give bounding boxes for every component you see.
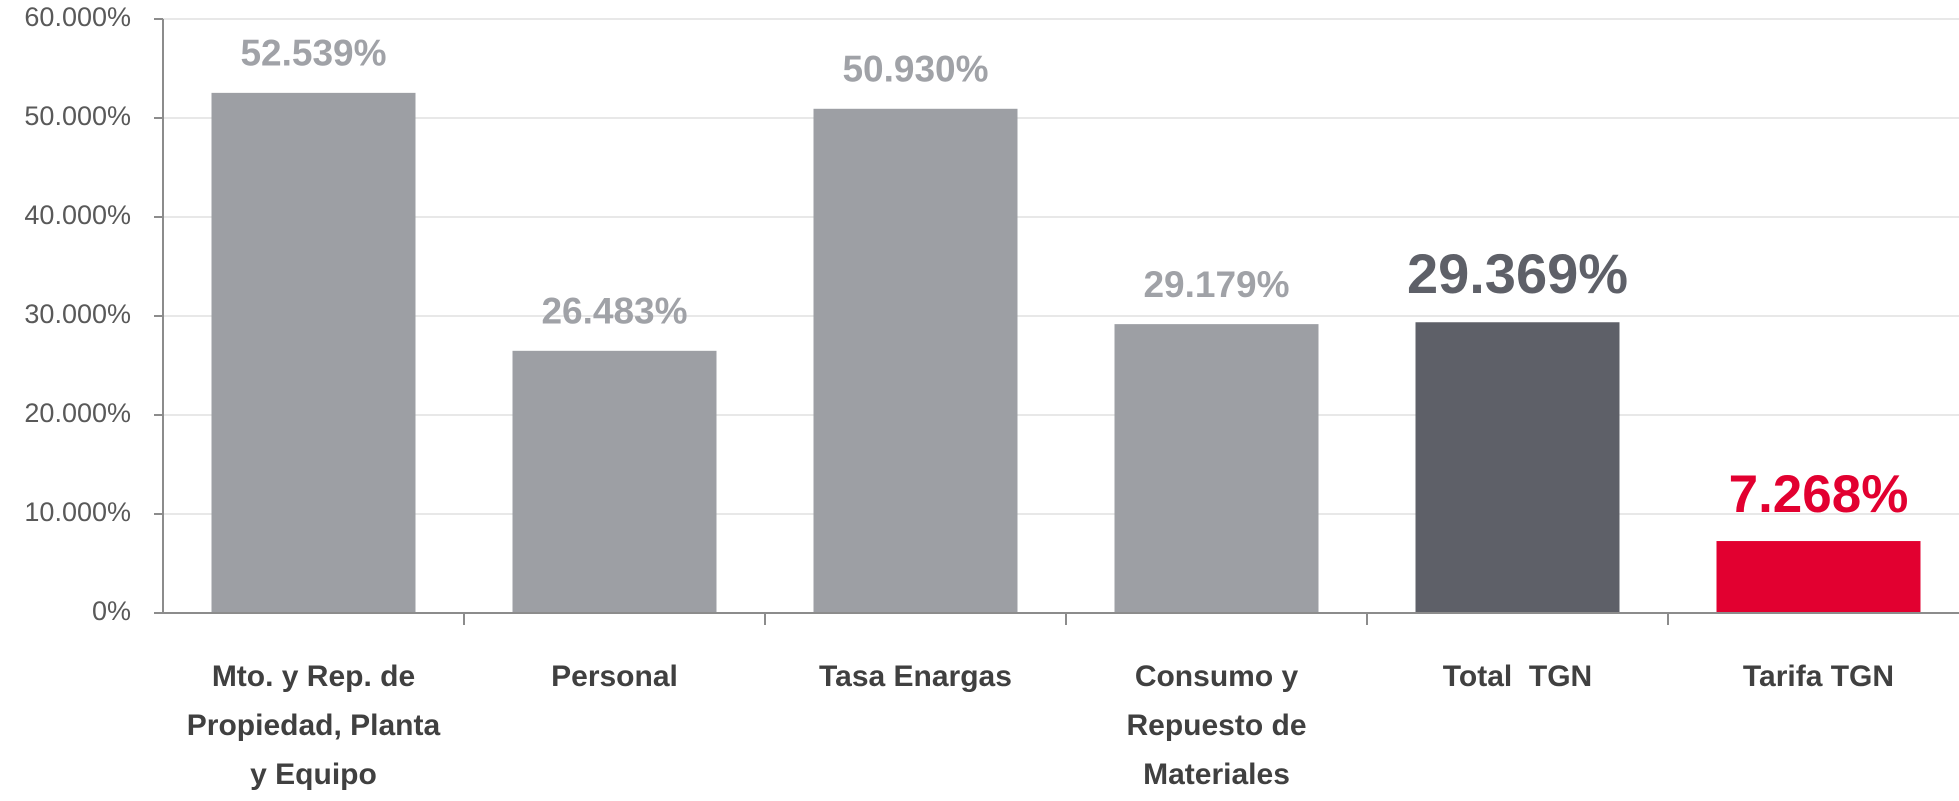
bar <box>211 92 416 614</box>
x-tick-label-line: Repuesto de <box>1126 709 1306 742</box>
value-label: 29.369% <box>1407 242 1628 305</box>
bar <box>1114 324 1319 613</box>
value-label: 50.930% <box>842 49 988 90</box>
y-tick-label: 40.000% <box>24 200 131 230</box>
x-tick-label-line: Total TGN <box>1443 660 1592 693</box>
value-label: 26.483% <box>541 291 687 332</box>
x-tick-label-line: Propiedad, Planta <box>187 709 441 742</box>
y-tick-label: 20.000% <box>24 398 131 428</box>
value-label: 52.539% <box>240 33 386 74</box>
bar <box>1415 322 1620 613</box>
value-label: 29.179% <box>1143 264 1289 305</box>
x-tick-label: Tasa Enargas <box>819 660 1012 693</box>
x-tick-label-line: Tasa Enargas <box>819 660 1012 693</box>
x-tick-label: Personal <box>551 660 678 693</box>
x-tick-label: Consumo y Repuesto de Materiales <box>1126 660 1306 791</box>
y-tick-label: 60.000% <box>24 2 131 32</box>
y-tick-label: 30.000% <box>24 299 131 329</box>
bar <box>1716 541 1921 613</box>
x-tick-label-line: Mto. y Rep. de <box>212 660 415 693</box>
x-tick-label: Total TGN <box>1443 660 1592 693</box>
x-tick-label-line: Consumo y <box>1135 660 1299 693</box>
bar <box>512 350 717 613</box>
value-label: 7.268% <box>1729 465 1909 524</box>
bar <box>813 108 1018 613</box>
x-tick-label-line: Tarifa TGN <box>1743 660 1894 693</box>
y-tick-label: 0% <box>92 596 131 626</box>
x-tick-label-line: y Equipo <box>250 758 377 791</box>
x-tick-label-line: Personal <box>551 660 678 693</box>
y-tick-label: 10.000% <box>24 497 131 527</box>
x-tick-label: Tarifa TGN <box>1743 660 1894 693</box>
y-tick-label: 50.000% <box>24 101 131 131</box>
x-tick-label: Mto. y Rep. de Propiedad, Planta y Equipo <box>187 660 441 791</box>
x-tick-label-line: Materiales <box>1143 758 1290 791</box>
